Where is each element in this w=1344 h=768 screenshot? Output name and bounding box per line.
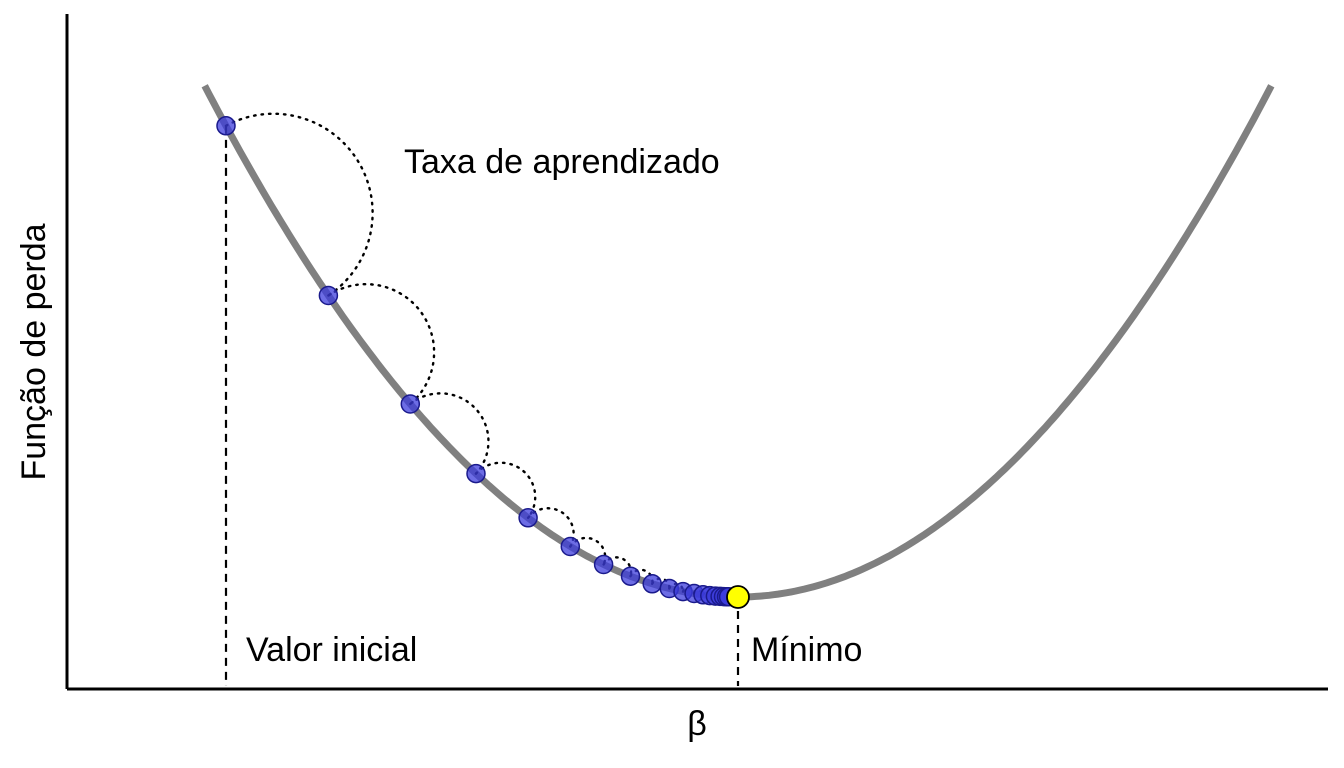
step-point	[318, 285, 339, 306]
y-axis-label: Função de perda	[15, 223, 53, 480]
chart-marks	[201, 84, 1275, 686]
step-point	[620, 566, 641, 586]
learning-rate-arc	[327, 282, 436, 406]
step-point	[593, 554, 614, 575]
annotation-minimum: Mínimo	[751, 631, 862, 669]
annotation-initial-value: Valor inicial	[246, 631, 417, 669]
step-point	[560, 536, 581, 557]
loss-curve	[201, 84, 1275, 601]
step-point	[466, 463, 486, 484]
learning-rate-arc	[224, 112, 374, 297]
step-point	[518, 508, 538, 528]
x-axis-label: β	[687, 705, 707, 743]
learning-rate-arc	[526, 507, 575, 548]
learning-rate-arc	[474, 461, 537, 519]
minimum-point	[726, 585, 750, 609]
step-point	[400, 394, 421, 414]
annotation-learning-rate: Taxa de aprendizado	[404, 143, 720, 181]
learning-rate-arc	[409, 392, 490, 475]
step-point	[642, 574, 662, 594]
step-point	[216, 116, 236, 136]
